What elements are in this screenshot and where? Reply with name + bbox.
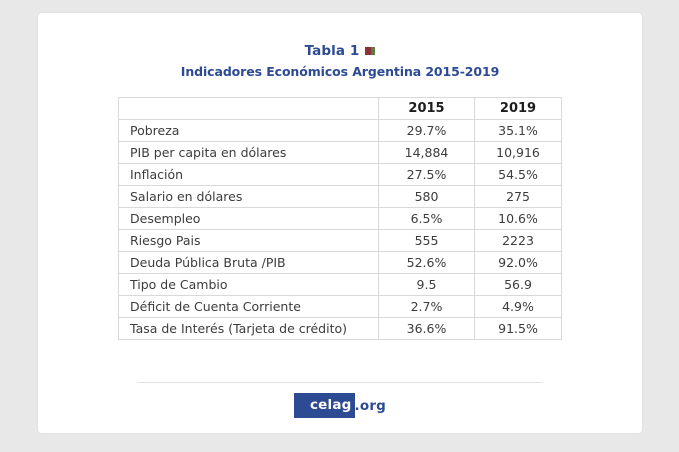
indicator-label: Desempleo: [118, 207, 379, 230]
footer-divider: [137, 382, 543, 383]
brand-logo: celag .org: [38, 393, 642, 418]
table-row: Salario en dólares 580 275: [118, 185, 562, 208]
indicator-label: Inflación: [118, 163, 379, 186]
value-2015: 580: [378, 185, 475, 208]
value-2019: 91.5%: [474, 317, 562, 340]
title-block: Tabla 1 Indicadores Económicos Argentina…: [38, 43, 642, 79]
value-2015: 9.5: [378, 273, 475, 296]
indicators-table: 2015 2019 Pobreza 29.7% 35.1% PIB per capit…: [118, 97, 562, 340]
indicator-label: PIB per capita en dólares: [118, 141, 379, 164]
table-card: Tabla 1 Indicadores Económicos Argentina…: [38, 13, 642, 433]
title-line: Tabla 1: [38, 43, 642, 59]
indicator-label: Déficit de Cuenta Corriente: [118, 295, 379, 318]
table-row: Pobreza 29.7% 35.1%: [118, 119, 562, 142]
table-row: Tipo de Cambio 9.5 56.9: [118, 273, 562, 296]
flag-marker-icon: [365, 47, 376, 55]
value-2015: 2.7%: [378, 295, 475, 318]
indicator-label: Tipo de Cambio: [118, 273, 379, 296]
header-year-2019: 2019: [474, 97, 562, 120]
value-2019: 2223: [474, 229, 562, 252]
value-2019: 54.5%: [474, 163, 562, 186]
value-2015: 36.6%: [378, 317, 475, 340]
value-2015: 6.5%: [378, 207, 475, 230]
value-2015: 14,884: [378, 141, 475, 164]
table-row: Riesgo Pais 555 2223: [118, 229, 562, 252]
value-2019: 35.1%: [474, 119, 562, 142]
table-title: Tabla 1: [304, 43, 360, 59]
table-row: Tasa de Interés (Tarjeta de crédito) 36.6…: [118, 317, 562, 340]
value-2015: 52.6%: [378, 251, 475, 274]
value-2019: 92.0%: [474, 251, 562, 274]
indicator-label: Pobreza: [118, 119, 379, 142]
indicator-label: Riesgo Pais: [118, 229, 379, 252]
table-header-row: 2015 2019: [118, 97, 562, 120]
table-row: Deuda Pública Bruta /PIB 52.6% 92.0%: [118, 251, 562, 274]
table-subtitle: Indicadores Económicos Argentina 2015-20…: [180, 64, 500, 79]
table-row: Déficit de Cuenta Corriente 2.7% 4.9%: [118, 295, 562, 318]
indicator-label: Salario en dólares: [118, 185, 379, 208]
value-2019: 56.9: [474, 273, 562, 296]
value-2015: 27.5%: [378, 163, 475, 186]
value-2019: 275: [474, 185, 562, 208]
table-row: Desempleo 6.5% 10.6%: [118, 207, 562, 230]
table-row: Inflación 27.5% 54.5%: [118, 163, 562, 186]
value-2015: 29.7%: [378, 119, 475, 142]
table-body: Pobreza 29.7% 35.1% PIB per capita en dólar…: [118, 119, 562, 340]
brand-suffix: .org: [354, 397, 387, 414]
value-2019: 10,916: [474, 141, 562, 164]
indicator-label: Tasa de Interés (Tarjeta de crédito): [118, 317, 379, 340]
indicator-label: Deuda Pública Bruta /PIB: [118, 251, 379, 274]
brand-box: celag: [293, 393, 355, 418]
table-row: PIB per capita en dólares 14,884 10,916: [118, 141, 562, 164]
header-empty-cell: [118, 97, 379, 120]
value-2019: 10.6%: [474, 207, 562, 230]
value-2019: 4.9%: [474, 295, 562, 318]
value-2015: 555: [378, 229, 475, 252]
header-year-2015: 2015: [378, 97, 475, 120]
